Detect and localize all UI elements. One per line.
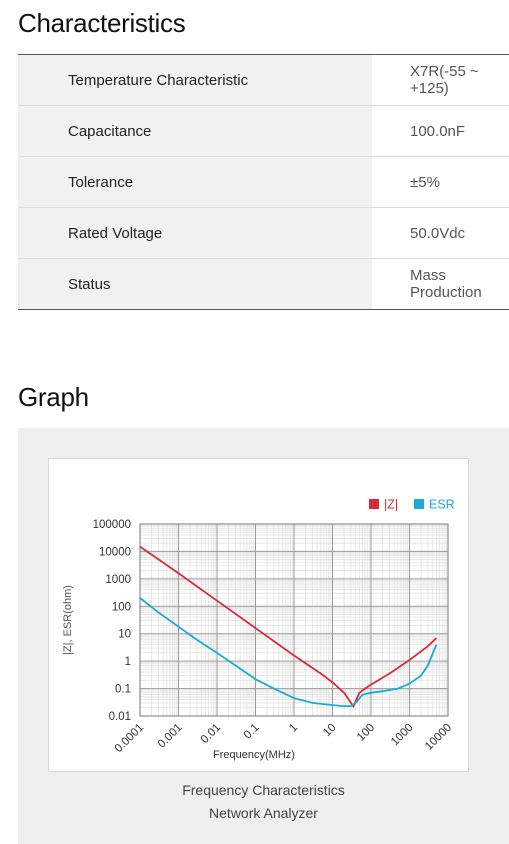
graph-panel: 100000 10000 1000 100 10 1 0.1 0.01 0.0001 0.001 0… xyxy=(18,428,509,844)
y-tick-label: 0.01 xyxy=(109,711,131,723)
x-tick-label: 10 xyxy=(321,722,339,740)
spec-row: Rated Voltage 50.0Vdc xyxy=(18,207,509,259)
spec-value: X7R(-55 ~ +125) xyxy=(372,54,509,106)
chart-grid xyxy=(139,523,449,717)
series-line-esr xyxy=(139,597,438,707)
legend-swatch xyxy=(369,499,379,509)
chart-caption-line2: Network Analyzer xyxy=(209,805,318,821)
chart-card: 100000 10000 1000 100 10 1 0.1 0.01 0.0001 0.001 0… xyxy=(48,458,469,772)
x-tick-label: 10000 xyxy=(423,722,454,753)
y-tick-label: 10000 xyxy=(99,546,131,558)
x-tick-label: 100 xyxy=(355,722,377,744)
spec-value: 50.0Vdc xyxy=(372,207,509,259)
spec-row: Temperature Characteristic X7R(-55 ~ +125… xyxy=(18,54,509,106)
y-axis-title: |Z|, ESR(ohm) xyxy=(62,585,74,655)
spec-value: Mass Production xyxy=(410,267,482,301)
spec-row: Capacitance 100.0nF xyxy=(18,105,509,157)
spec-label: Temperature Characteristic xyxy=(18,54,372,106)
x-tick-label: 1 xyxy=(287,722,300,735)
x-axis-title: Frequency(MHz) xyxy=(213,749,295,761)
y-tick-label: 1000 xyxy=(105,574,131,586)
x-tick-label: 0.01 xyxy=(199,722,223,746)
chart-caption-line1: Frequency Characteristics xyxy=(182,782,345,798)
spec-label: Status xyxy=(18,258,372,310)
spec-row: Tolerance ±5% xyxy=(18,156,509,208)
y-tick-label: 1 xyxy=(125,656,131,668)
graph-heading: Graph xyxy=(18,382,89,412)
spec-label: Capacitance xyxy=(18,105,372,157)
spec-row: Status Mass Production xyxy=(18,258,509,310)
y-tick-label: 10 xyxy=(118,629,131,641)
spec-label: Tolerance xyxy=(18,156,372,208)
x-tick-label: 0.0001 xyxy=(113,722,146,755)
legend-label: ESR xyxy=(429,498,455,512)
x-tick-label: 0.1 xyxy=(242,722,262,742)
y-tick-label: 100 xyxy=(112,601,131,613)
spec-value: ±5% xyxy=(372,156,509,208)
spec-label: Rated Voltage xyxy=(18,207,372,259)
plot-frame xyxy=(139,523,449,717)
legend-swatch xyxy=(414,499,424,509)
chart-legend: |Z| ESR xyxy=(369,498,455,512)
spec-value: 100.0nF xyxy=(372,105,509,157)
characteristics-table: Temperature Characteristic X7R(-55 ~ +125… xyxy=(18,54,509,310)
characteristics-heading: Characteristics xyxy=(18,8,186,38)
y-tick-label: 100000 xyxy=(93,519,131,531)
legend-label: |Z| xyxy=(384,498,398,512)
y-tick-label: 0.1 xyxy=(115,684,131,696)
x-tick-label: 1000 xyxy=(389,722,416,749)
x-tick-label: 0.001 xyxy=(156,722,185,751)
